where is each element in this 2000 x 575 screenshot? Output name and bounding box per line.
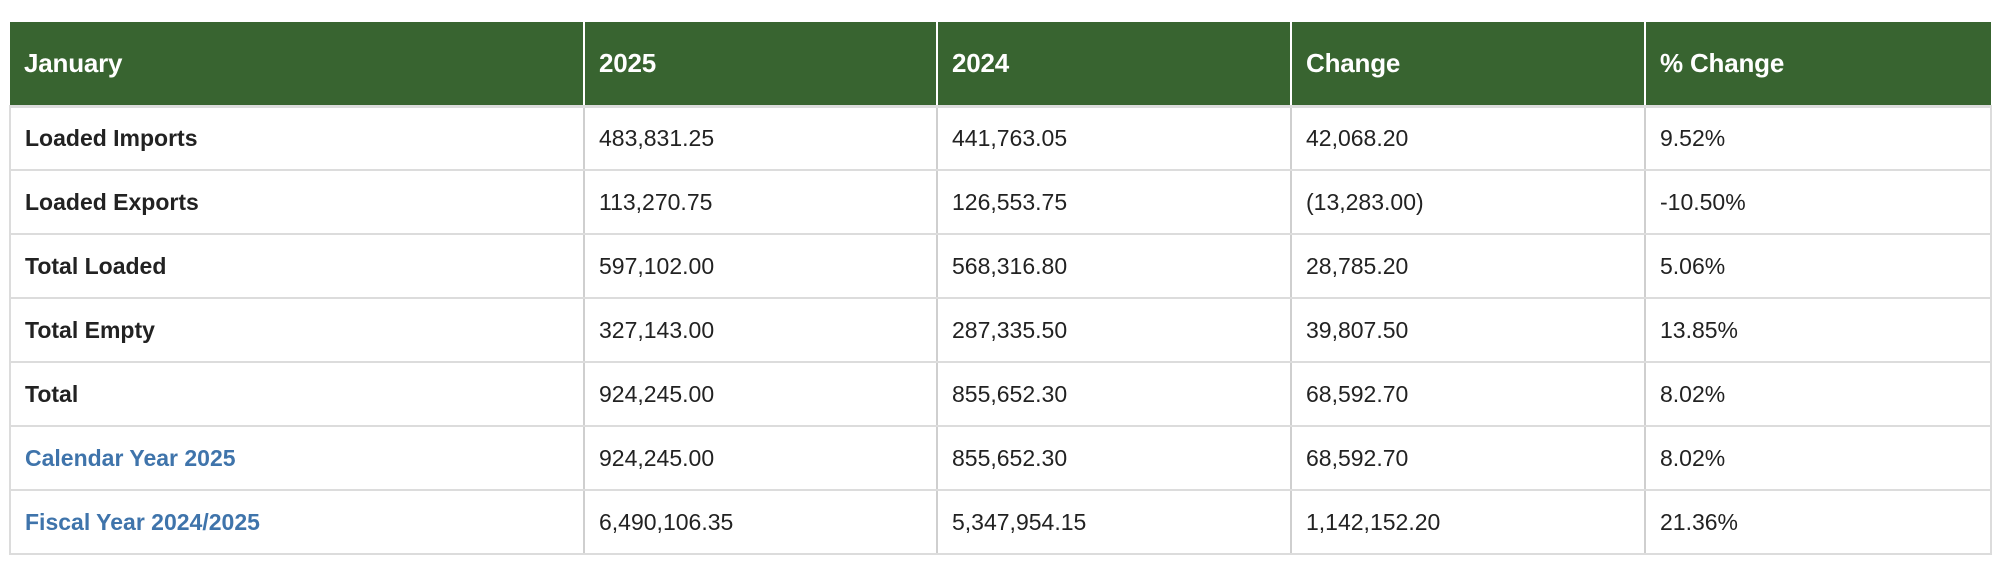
row-label-total: Total xyxy=(9,362,584,427)
cell-2024: 855,652.30 xyxy=(936,426,1291,491)
table-row: Loaded Exports 113,270.75 126,553.75 (13… xyxy=(9,170,1992,235)
cell-percent-change: 13.85% xyxy=(1644,298,1992,363)
header-year-previous: 2024 xyxy=(936,22,1291,106)
cell-percent-change: 9.52% xyxy=(1644,104,1992,171)
cell-percent-change: 21.36% xyxy=(1644,490,1992,555)
table-body: Loaded Imports 483,831.25 441,763.05 42,… xyxy=(9,104,1992,555)
table-header: January 2025 2024 Change % Change xyxy=(10,22,1991,106)
header-month: January xyxy=(10,22,584,106)
teu-statistics-table-wrapper: January 2025 2024 Change % Change Loaded… xyxy=(9,22,1992,555)
row-label-loaded-imports: Loaded Imports xyxy=(9,104,584,171)
cell-change: 68,592.70 xyxy=(1290,426,1645,491)
table-row: Calendar Year 2025 924,245.00 855,652.30… xyxy=(9,426,1992,491)
cell-percent-change: 8.02% xyxy=(1644,426,1992,491)
cell-percent-change: 8.02% xyxy=(1644,362,1992,427)
cell-2025: 113,270.75 xyxy=(583,170,937,235)
cell-2025: 327,143.00 xyxy=(583,298,937,363)
teu-statistics-table: January 2025 2024 Change % Change Loaded… xyxy=(9,22,1992,555)
cell-2024: 126,553.75 xyxy=(936,170,1291,235)
cell-2025: 597,102.00 xyxy=(583,234,937,299)
cell-2024: 287,335.50 xyxy=(936,298,1291,363)
cell-2025: 483,831.25 xyxy=(583,104,937,171)
header-change: Change xyxy=(1290,22,1645,106)
cell-percent-change: 5.06% xyxy=(1644,234,1992,299)
calendar-year-link[interactable]: Calendar Year 2025 xyxy=(9,426,584,491)
cell-change: 28,785.20 xyxy=(1290,234,1645,299)
cell-2025: 924,245.00 xyxy=(583,426,937,491)
row-label-total-loaded: Total Loaded xyxy=(9,234,584,299)
cell-change: (13,283.00) xyxy=(1290,170,1645,235)
header-year-current: 2025 xyxy=(583,22,937,106)
table-row: Total Empty 327,143.00 287,335.50 39,807… xyxy=(9,298,1992,363)
cell-2024: 568,316.80 xyxy=(936,234,1291,299)
table-row: Total Loaded 597,102.00 568,316.80 28,78… xyxy=(9,234,1992,299)
cell-2025: 6,490,106.35 xyxy=(583,490,937,555)
row-label-loaded-exports: Loaded Exports xyxy=(9,170,584,235)
cell-change: 1,142,152.20 xyxy=(1290,490,1645,555)
cell-2025: 924,245.00 xyxy=(583,362,937,427)
cell-percent-change: -10.50% xyxy=(1644,170,1992,235)
cell-change: 68,592.70 xyxy=(1290,362,1645,427)
header-percent-change: % Change xyxy=(1644,22,1991,106)
row-label-total-empty: Total Empty xyxy=(9,298,584,363)
table-row: Fiscal Year 2024/2025 6,490,106.35 5,347… xyxy=(9,490,1992,555)
cell-2024: 441,763.05 xyxy=(936,104,1291,171)
table-row: Total 924,245.00 855,652.30 68,592.70 8.… xyxy=(9,362,1992,427)
header-row: January 2025 2024 Change % Change xyxy=(10,22,1991,106)
fiscal-year-link[interactable]: Fiscal Year 2024/2025 xyxy=(9,490,584,555)
cell-2024: 855,652.30 xyxy=(936,362,1291,427)
cell-change: 39,807.50 xyxy=(1290,298,1645,363)
cell-2024: 5,347,954.15 xyxy=(936,490,1291,555)
cell-change: 42,068.20 xyxy=(1290,104,1645,171)
table-row: Loaded Imports 483,831.25 441,763.05 42,… xyxy=(9,104,1992,171)
